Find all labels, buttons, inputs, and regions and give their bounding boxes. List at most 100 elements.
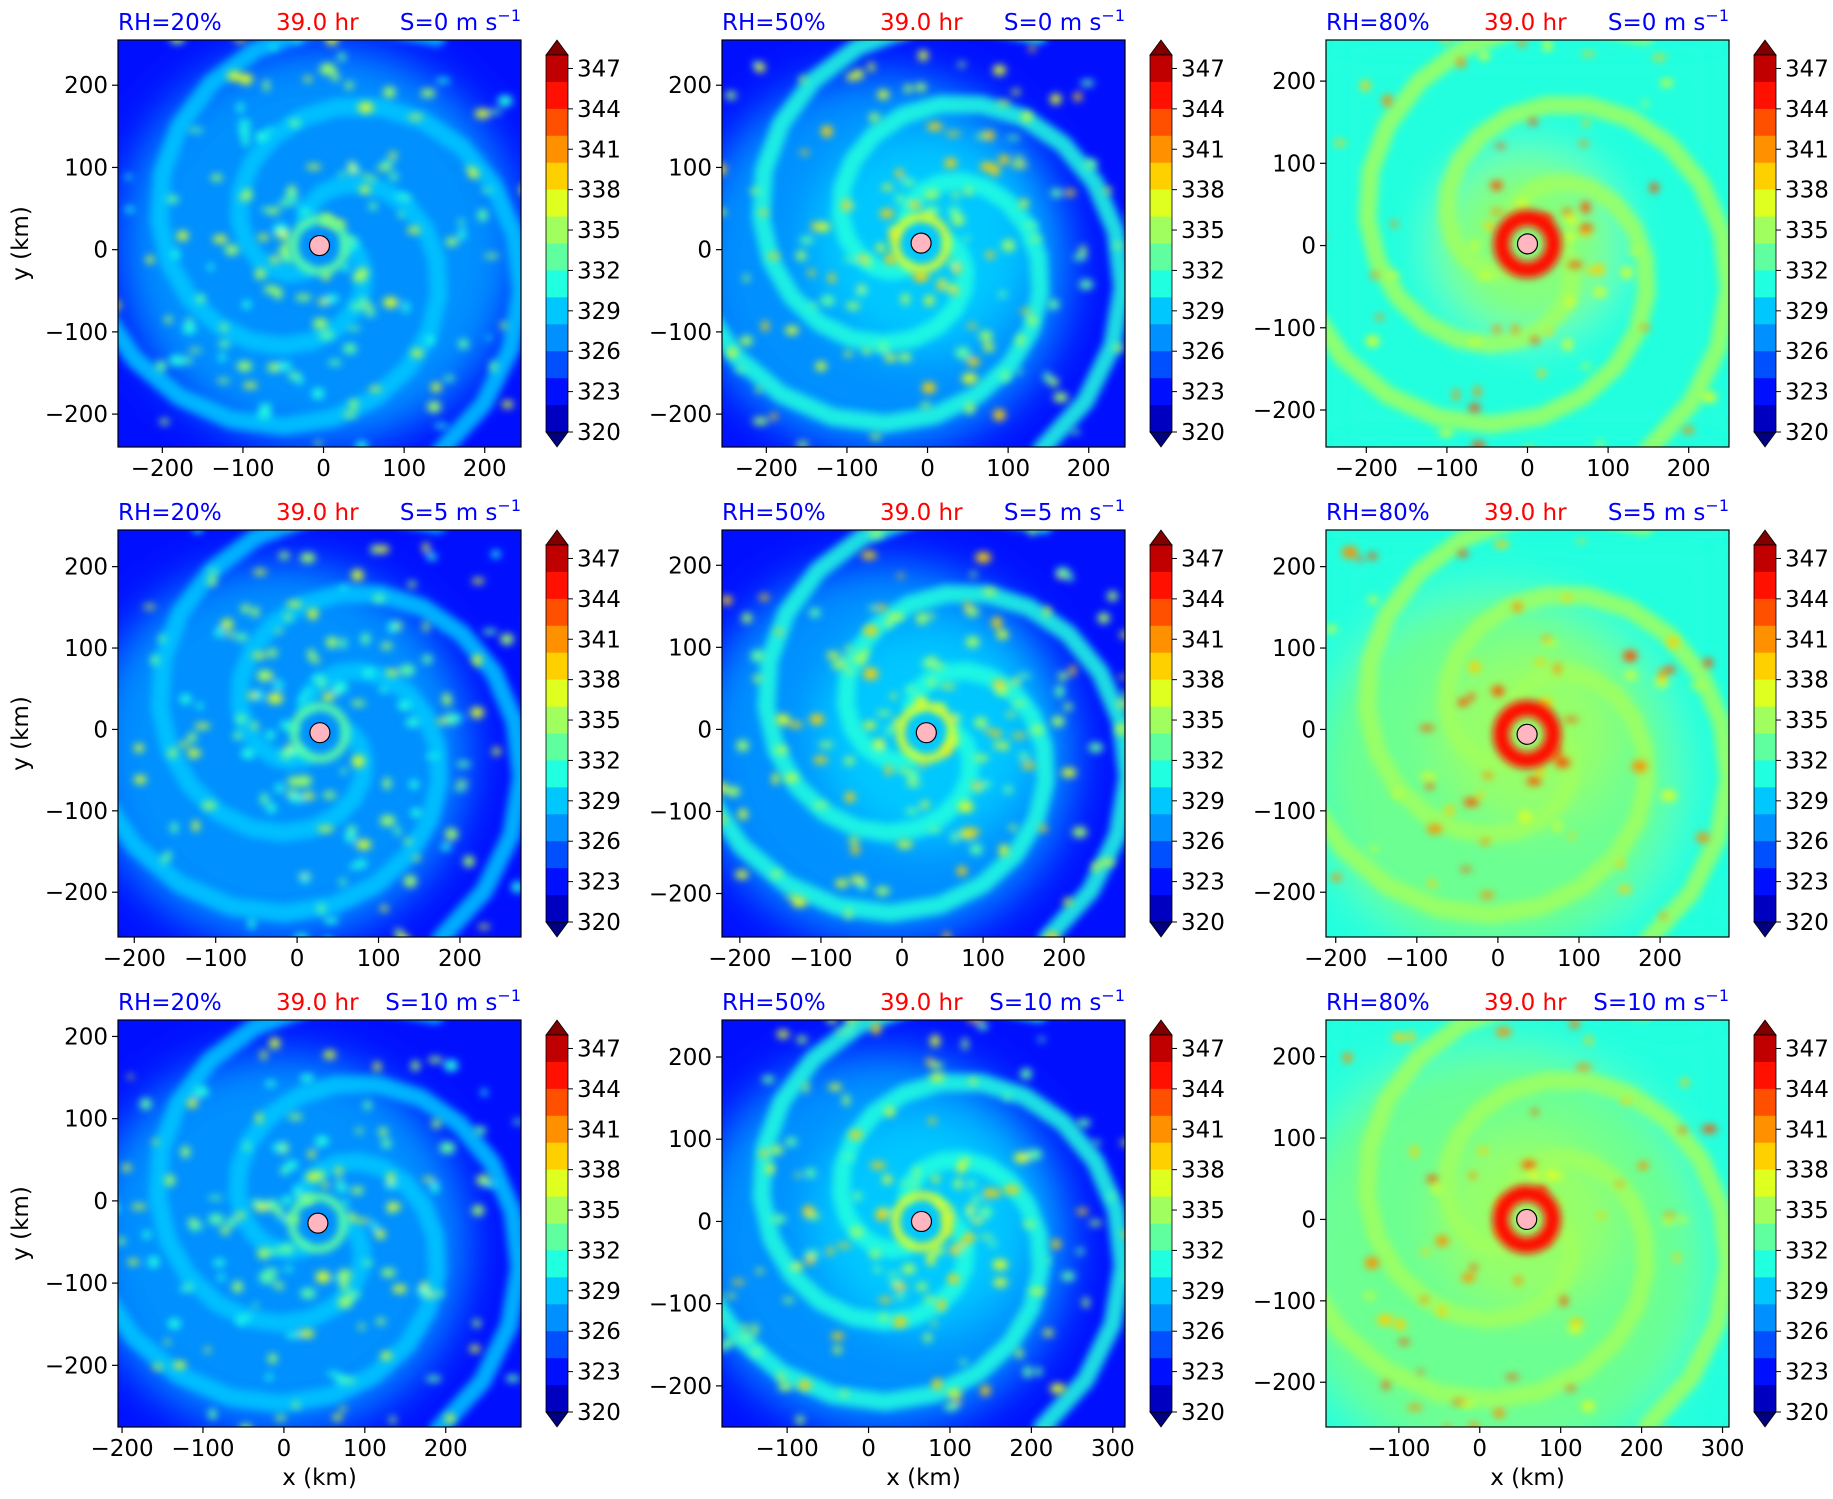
x-tick-label: −200 [1335,456,1398,482]
colorbar-segment [1150,1250,1172,1278]
rh-label: RH=50% [722,500,826,526]
colorbar-tick-label: 326 [1181,339,1225,365]
colorbar-segment [546,1142,568,1171]
colorbar-tick-label: 347 [1181,1036,1225,1062]
colorbar-tick-label: 320 [1181,910,1225,936]
colorbar-segment [1754,571,1776,600]
colorbar-tick-label: 335 [577,1198,621,1224]
colorbar-extend-max [1149,529,1173,546]
colorbar-segment [1754,324,1776,352]
colorbar-segment [546,625,568,654]
x-tick-label: −200 [131,456,194,482]
colorbar-segment [1150,297,1172,325]
colorbar-tick-label: 326 [1181,829,1225,855]
x-tick-label: 200 [1638,946,1682,972]
colorbar-tick-label: 323 [1181,380,1225,406]
colorbar-segment [546,1277,568,1305]
colorbar-segment [1150,679,1172,708]
colorbar-segment [1754,868,1776,896]
x-tick-label: 100 [961,946,1005,972]
colorbar: 347 344 341 338 335 332 329 326 323 320 [1149,39,1225,448]
y-axis-label: y (km) [8,696,34,771]
y-tick-label: 200 [64,555,108,581]
colorbar-extend-min [1753,1411,1777,1428]
colorbar-segment [546,1169,568,1198]
colorbar-segment [1754,162,1776,191]
colorbar-tick-label: 335 [577,708,621,734]
colorbar: 347 344 341 338 335 332 329 326 323 320 [1149,529,1225,938]
colorbar-segment [1150,652,1172,681]
colorbar-segment [1754,1277,1776,1305]
colorbar-extend-max [545,39,569,56]
y-tick-label: 0 [697,717,712,743]
colorbar-segment [546,351,568,379]
x-tick-label: 200 [424,1436,468,1462]
colorbar-segment [1754,1169,1776,1198]
colorbar-segment [1754,1304,1776,1332]
colorbar-segment [546,189,568,218]
colorbar-tick-label: 329 [1181,789,1225,815]
colorbar-segment [546,1088,568,1117]
y-tick-label: 100 [668,155,712,181]
colorbar-tick-label: 335 [1785,218,1829,244]
x-tick-label: 0 [895,946,910,972]
time-label: 39.0 hr [276,500,359,526]
colorbar-segment [546,297,568,325]
colorbar-segment [1754,1035,1776,1063]
colorbar-segment [1754,733,1776,761]
colorbar-tick-label: 347 [577,546,621,572]
time-label: 39.0 hr [880,990,963,1016]
y-tick-label: −100 [1253,799,1316,825]
colorbar: 347 344 341 338 335 332 329 326 323 320 [1149,1019,1225,1428]
x-axis-label: x (km) [1490,1465,1565,1491]
colorbar-tick-label: 335 [577,218,621,244]
shear-label: S=0 m s−1 [1608,6,1729,36]
plot-frame [721,529,1126,938]
colorbar-segment [1754,270,1776,298]
y-tick-label: −100 [649,799,712,825]
colorbar-segment [1150,55,1172,83]
colorbar-extend-min [1149,431,1173,448]
colorbar-tick-label: 323 [577,870,621,896]
x-tick-label: 0 [290,946,305,972]
colorbar-extend-min [1753,921,1777,938]
colorbar-tick-label: 344 [1785,97,1829,123]
colorbar-extend-min [545,1411,569,1428]
colorbar-segment [1150,868,1172,896]
y-tick-label: 100 [1272,1126,1316,1152]
x-tick-label: 0 [1491,946,1506,972]
colorbar-tick-label: 335 [1785,708,1829,734]
colorbar-segment [546,135,568,164]
x-tick-label: 100 [928,1436,972,1462]
colorbar-segment [1754,378,1776,406]
panel-1-1: −200 −100 0 100 200 200 100 0 −100 −200 RH=50% 39.0… [649,496,1225,972]
colorbar-segment [1150,324,1172,352]
colorbar-segment [1150,571,1172,600]
rh-label: RH=20% [118,500,222,526]
colorbar-tick-label: 329 [1181,299,1225,325]
colorbar-tick-label: 332 [1181,748,1225,774]
colorbar-tick-label: 335 [1181,218,1225,244]
colorbar-tick-label: 332 [1785,1238,1829,1264]
storm-center-marker [309,722,331,744]
colorbar: 347 344 341 338 335 332 329 326 323 320 [545,1019,621,1428]
colorbar-tick-label: 326 [1785,829,1829,855]
plot-frame [721,1019,1126,1428]
y-tick-label: −200 [1253,398,1316,424]
colorbar-segment [1754,652,1776,681]
colorbar-tick-label: 344 [1785,1077,1829,1103]
colorbar-segment [1150,1277,1172,1305]
colorbar-segment [546,1304,568,1332]
colorbar-segment [1754,1358,1776,1386]
y-tick-label: −200 [649,1374,712,1400]
x-tick-label: −100 [184,946,247,972]
colorbar: 347 344 341 338 335 332 329 326 323 320 [545,39,621,448]
colorbar-tick-label: 323 [1181,870,1225,896]
colorbar-tick-label: 332 [577,258,621,284]
colorbar-tick-label: 341 [577,627,621,653]
colorbar-segment [1150,81,1172,110]
plot-frame [1325,529,1730,938]
colorbar-segment [1754,679,1776,708]
y-tick-label: 0 [93,1189,108,1215]
colorbar-tick-label: 323 [1785,380,1829,406]
